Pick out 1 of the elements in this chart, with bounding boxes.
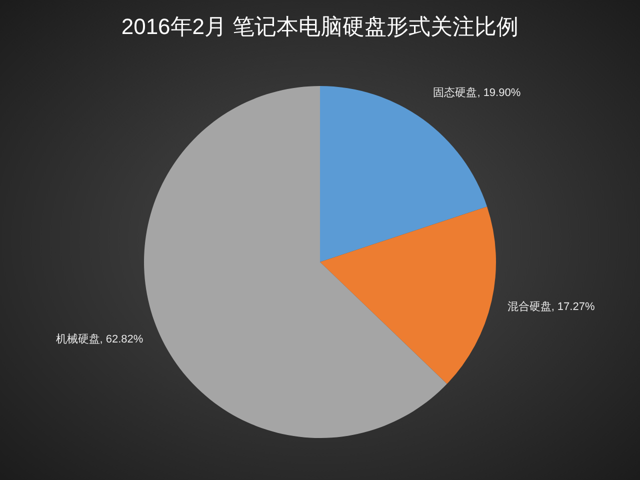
title: 2016年2月 笔记本电脑硬盘形式关注比例 [121,14,519,39]
